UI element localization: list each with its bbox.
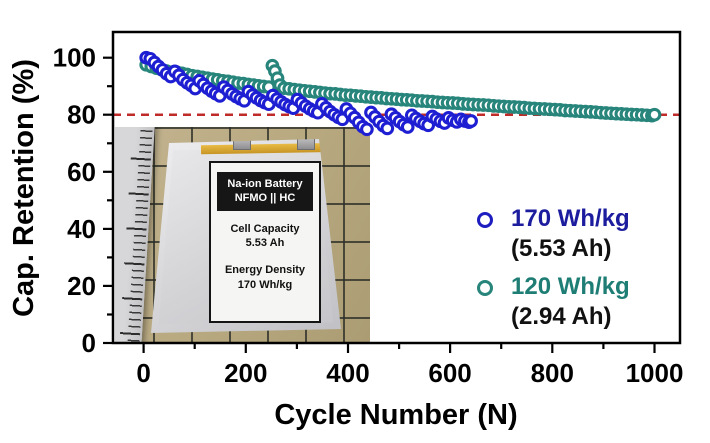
x-tick-label: 0 [136,358,150,388]
legend-sub-120: (2.94 Ah) [511,303,612,330]
x-tick-labels: 0 200 400 600 800 1000 [136,358,683,388]
x-tick-label: 800 [531,358,574,388]
battery-label-energy-title: Energy Density [224,264,306,277]
battery-tab-right [297,139,315,150]
inset-photo: Na-ion Battery NFMO || HC Cell Capacity … [115,127,370,343]
battery-label-capacity-title: Cell Capacity [230,222,300,235]
y-tick-labels: 0 20 40 60 80 100 [53,43,96,358]
x-tick-label: 1000 [626,358,684,388]
y-tick-label: 0 [82,328,96,358]
y-tick-label: 20 [67,271,96,301]
data-point [360,122,374,137]
legend-entry-120: 120 Wh/kg (2.94 Ah) [477,272,630,332]
battery-label: Na-ion Battery NFMO || HC Cell Capacity … [209,161,321,323]
x-axis-ticks [142,344,656,353]
legend-label-120: 120 Wh/kg [511,273,630,300]
data-point [400,120,415,134]
legend-marker-circle-170 [477,212,493,228]
x-tick-label: 600 [428,358,471,388]
data-point [380,121,395,136]
legend-entry-170: 170 Wh/kg (5.53 Ah) [477,204,630,264]
x-tick-label: 400 [326,358,369,388]
battery-label-capacity-value: 5.53 Ah [245,237,285,250]
battery-label-title-line1: Na-ion Battery [227,178,303,190]
legend-label-170: 170 Wh/kg [511,205,630,232]
battery-label-title-line2: NFMO || HC [234,192,296,205]
x-axis-title: Cycle Number (N) [274,399,517,431]
battery-label-energy-value: 170 Wh/kg [237,279,293,292]
battery-label-title-box: Na-ion Battery NFMO || HC [217,172,313,211]
y-tick-label: 80 [67,100,96,130]
series-170-Wh-kg-5-53-Ah- [139,50,478,137]
x-tick-label: 200 [224,358,267,388]
battery-tab-left [233,139,251,150]
y-tick-label: 100 [53,43,96,73]
y-tick-label: 40 [67,214,96,244]
y-tick-label: 60 [67,157,96,187]
plot-frame [111,30,682,345]
y-axis-title: Cap. Retention (%) [8,59,40,317]
legend-sub-170: (5.53 Ah) [511,235,612,262]
legend-marker-circle-120 [477,280,493,296]
y-axis-ticks [103,56,112,345]
data-point [647,107,662,122]
data-point [464,114,478,128]
legend: 170 Wh/kg (5.53 Ah) 120 Wh/kg (2.94 Ah) [477,204,630,340]
battery-cell: Na-ion Battery NFMO || HC Cell Capacity … [151,139,341,333]
